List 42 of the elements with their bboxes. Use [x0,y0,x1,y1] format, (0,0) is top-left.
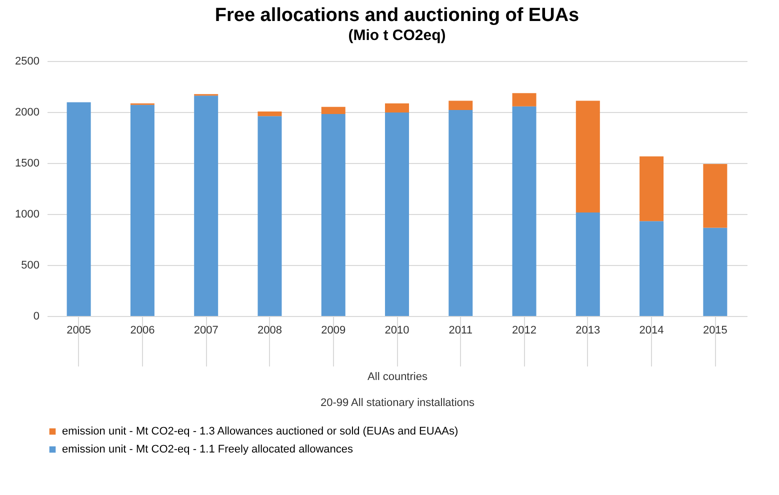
x-tick-label: 2005 [66,324,92,336]
bar [703,164,728,228]
text: 20-99 All stationary installations [320,397,476,409]
y-tick-label: 2000 [15,106,40,118]
x-tick-label: 2007 [194,324,218,336]
bar [576,212,600,316]
bar [385,103,409,113]
bar [321,106,346,114]
x-tick-label: 2011 [448,324,472,336]
chart-subtitle: (Mio t CO2eq) [348,27,446,44]
bar [448,110,473,316]
bar [130,104,154,316]
y-tick-label: 2500 [15,56,40,68]
legend-label: emission unit - Mt CO2-eq - 1.1 Freely allocated allowances [62,444,354,456]
bar [258,116,282,316]
bar [512,93,536,106]
bar [321,114,346,316]
chart-title: Free allocations and auctioning of EUAs [214,5,580,26]
y-tick-label: 1000 [15,208,40,220]
bar [194,96,218,316]
x-tick-label: 2014 [639,324,664,336]
bar [385,112,409,316]
bar [640,221,664,316]
y-tick-label: 1500 [15,158,40,170]
bar [703,228,728,316]
bar [448,100,473,110]
bar [512,106,536,316]
x-tick-label: 2013 [576,324,600,336]
x-axis-title: All countries [368,371,428,383]
legend-label: emission unit - Mt CO2-eq - 1.3 Allowances auctioned or sold (EUAs and EUAAs) [62,426,458,438]
x-tick-label: 2008 [257,324,282,336]
x-tick-label: 2006 [130,324,155,336]
y-tick-label: 0 [33,310,40,322]
x-tick-label: 2009 [321,324,346,336]
x-tick-label: 2012 [512,324,537,336]
bar [640,156,664,222]
y-tick-label: 500 [21,260,40,272]
bar [258,111,282,116]
x-tick-label: 2015 [702,324,728,336]
x-tick-label: 2010 [384,324,410,336]
bar [66,102,91,316]
bar [576,100,600,212]
